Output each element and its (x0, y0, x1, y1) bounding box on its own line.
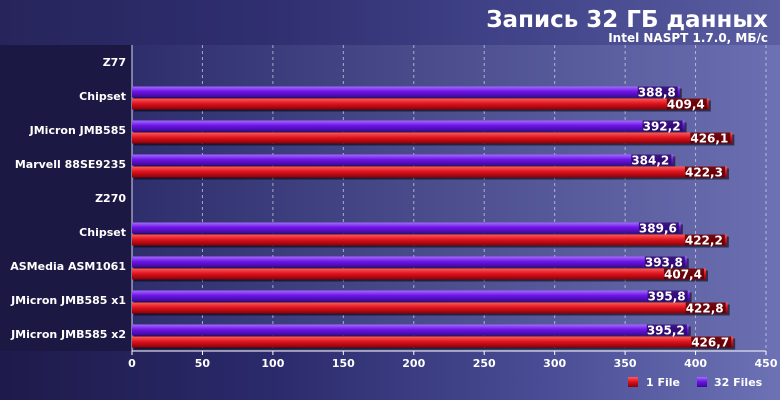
value-label-1-file-chipset: 409,4 (667, 98, 705, 112)
value-label-1-file-asmedia-asm1061: 407,4 (664, 268, 702, 282)
category-label-z77: Z77 (103, 56, 126, 69)
value-label-box (684, 234, 725, 246)
bar-1-file-jmicron-jmb585-x2 (132, 336, 734, 348)
x-tick-label: 350 (614, 357, 637, 370)
bar-1-file-chipset (132, 98, 709, 110)
value-label-box (637, 86, 678, 98)
value-label-32-files-jmicron-jmb585-x2: 395,2 (647, 324, 685, 338)
category-label-chipset: Chipset (79, 226, 126, 239)
value-label-box (631, 154, 672, 166)
bar-1-file-chipset (132, 234, 727, 246)
value-label-1-file-jmicron-jmb585: 426,1 (690, 132, 728, 146)
bar-1-file-asmedia-asm1061 (132, 268, 706, 280)
value-label-box (663, 268, 704, 280)
bar-32-files-asmedia-asm1061 (132, 256, 687, 268)
value-label-box (690, 132, 731, 144)
legend: 1 File 32 Files (628, 376, 763, 389)
title-band (0, 0, 780, 45)
value-label-32-files-jmicron-jmb585: 392,2 (643, 120, 681, 134)
bar-32-files-chipset (132, 222, 681, 234)
category-label-jmicron-jmb585: JMicron JMB585 (29, 124, 126, 137)
value-label-1-file-jmicron-jmb585-x1: 422,8 (686, 302, 724, 316)
value-label-32-files-marvell-88se9235: 384,2 (631, 154, 669, 168)
category-label-chipset: Chipset (79, 90, 126, 103)
category-label-jmicron-jmb585-x1: JMicron JMB585 x1 (10, 294, 126, 307)
value-label-box (642, 120, 683, 132)
x-tick-label: 450 (755, 357, 778, 370)
bar-32-files-jmicron-jmb585 (132, 120, 685, 132)
bar-32-files-chipset (132, 86, 680, 98)
value-label-1-file-marvell-88se9235: 422,3 (685, 166, 723, 180)
value-label-1-file-chipset: 422,2 (685, 234, 723, 248)
value-label-box (691, 336, 732, 348)
bar-1-file-jmicron-jmb585 (132, 132, 733, 144)
value-label-32-files-asmedia-asm1061: 393,8 (645, 256, 683, 270)
bar-32-files-jmicron-jmb585-x2 (132, 324, 689, 336)
value-label-box (644, 256, 685, 268)
category-label-jmicron-jmb585-x2: JMicron JMB585 x2 (10, 328, 126, 341)
category-panel (0, 45, 132, 351)
legend-swatch-1-file (628, 377, 638, 387)
value-label-box (638, 222, 679, 234)
legend-label-32-files: 32 Files (714, 376, 763, 389)
x-tick-label: 250 (473, 357, 496, 370)
chart-subtitle: Intel NASPT 1.7.0, МБ/с (608, 31, 768, 45)
value-label-box (666, 98, 707, 110)
chart-title: Запись 32 ГБ данных (486, 7, 768, 33)
bar-32-files-marvell-88se9235 (132, 154, 674, 166)
category-label-asmedia-asm1061: ASMedia ASM1061 (10, 260, 126, 273)
category-label-marvell-88se9235: Marvell 88SE9235 (15, 158, 126, 171)
bar-1-file-jmicron-jmb585-x1 (132, 302, 728, 314)
legend-label-1-file: 1 File (646, 376, 680, 389)
x-tick-label: 150 (332, 357, 355, 370)
x-ticks: 0 50 100 150 200 250 300 350 400 450 (128, 351, 778, 370)
value-label-box (685, 302, 726, 314)
value-label-box (647, 290, 688, 302)
x-tick-label: 0 (128, 357, 136, 370)
x-tick-label: 50 (195, 357, 211, 370)
category-label-z270: Z270 (95, 192, 126, 205)
value-label-box (646, 324, 687, 336)
value-label-32-files-jmicron-jmb585-x1: 395,8 (648, 290, 686, 304)
value-label-box (684, 166, 725, 178)
legend-swatch-32-files (697, 377, 707, 387)
x-tick-label: 300 (543, 357, 566, 370)
x-tick-label: 400 (684, 357, 707, 370)
x-tick-label: 200 (402, 357, 425, 370)
x-tick-label: 100 (261, 357, 284, 370)
value-label-32-files-chipset: 389,6 (639, 222, 677, 236)
value-label-32-files-chipset: 388,8 (638, 86, 676, 100)
bar-32-files-jmicron-jmb585-x1 (132, 290, 690, 302)
bar-1-file-marvell-88se9235 (132, 166, 727, 178)
value-label-1-file-jmicron-jmb585-x2: 426,7 (691, 336, 729, 350)
category-labels: Z77 Chipset JMicron JMB585 Marvell 88SE9235… (10, 56, 126, 341)
